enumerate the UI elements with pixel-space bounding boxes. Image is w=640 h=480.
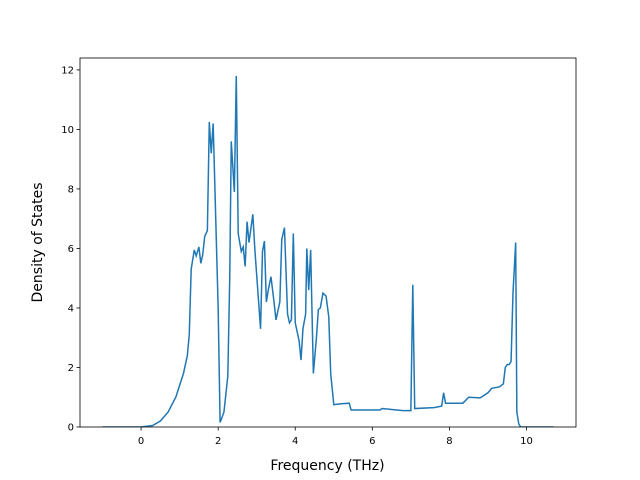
x-tick-label: 8: [446, 436, 452, 447]
y-tick-label: 2: [68, 363, 74, 374]
y-tick-label: 12: [61, 65, 74, 76]
y-tick-label: 6: [68, 244, 74, 255]
x-tick-label: 10: [520, 436, 533, 447]
y-tick-label: 0: [68, 423, 74, 434]
x-tick-label: 2: [215, 436, 221, 447]
y-tick-label: 8: [68, 184, 74, 195]
x-tick-label: 0: [138, 436, 144, 447]
line: [102, 75, 554, 427]
y-tick-label: 10: [61, 125, 74, 136]
y-axis-label: Density of States: [30, 183, 46, 303]
plot-frame: [79, 57, 577, 428]
x-tick-label: 6: [369, 436, 375, 447]
y-tick-label: 4: [68, 303, 74, 314]
x-axis-label: Frequency (THz): [270, 458, 384, 474]
x-tick-label: 4: [292, 436, 298, 447]
